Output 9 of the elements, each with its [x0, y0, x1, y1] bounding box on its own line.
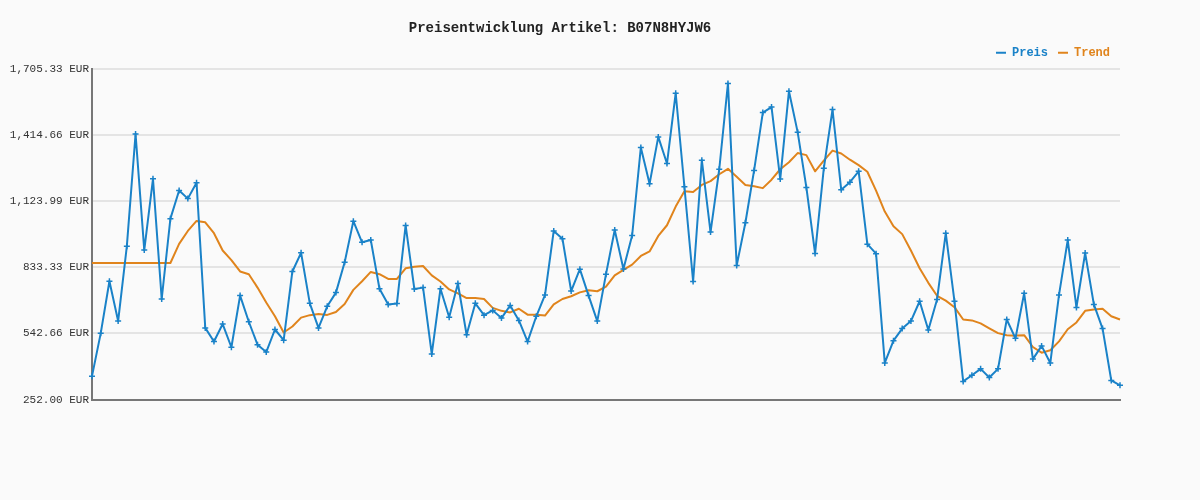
- y-tick-label: 252.00 EUR: [22, 393, 90, 406]
- legend-label: Preis: [1011, 45, 1048, 60]
- y-tick-label: 542.66 EUR: [22, 327, 90, 340]
- chart-title: Preisentwicklung Artikel: B07N8HYJW6: [408, 19, 712, 36]
- y-tick-label: 1,123.99 EUR: [9, 195, 90, 208]
- legend-label: Trend: [1073, 45, 1111, 60]
- y-tick-label: 1,705.33 EUR: [9, 62, 90, 75]
- y-tick-label: 1,414.66 EUR: [9, 128, 90, 141]
- y-tick-label: 833.33 EUR: [22, 261, 90, 274]
